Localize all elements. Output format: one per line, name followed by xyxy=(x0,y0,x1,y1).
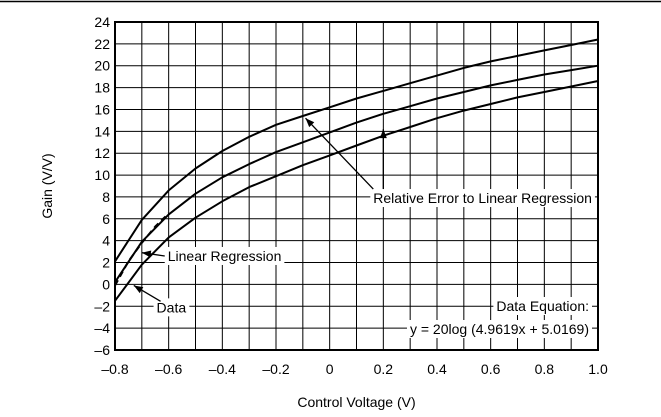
x-tick-label: –0.4 xyxy=(209,361,236,377)
annotation-label-background xyxy=(164,246,285,265)
series-layer xyxy=(114,38,599,302)
x-tick-label: 0.2 xyxy=(374,361,394,377)
y-axis-title: Gain (V/V) xyxy=(39,153,55,218)
y-tick-label: 12 xyxy=(94,145,110,161)
annotation-label: Relative Error to Linear Regression xyxy=(373,190,592,206)
equation-text: y = 20log (4.9619x + 5.0169) xyxy=(410,321,589,337)
annotation-label: Linear Regression xyxy=(168,248,282,264)
x-axis-title: Control Voltage (V) xyxy=(297,394,415,410)
y-tick-label: 2 xyxy=(102,255,110,271)
x-tick-label: –0.8 xyxy=(101,361,128,377)
y-tick-label: 8 xyxy=(102,189,110,205)
equation-background xyxy=(406,320,592,338)
y-tick-label: 14 xyxy=(94,123,110,139)
y-tick-label: 4 xyxy=(102,233,110,249)
y-tick-label: –6 xyxy=(94,342,110,358)
annotation-arrowhead xyxy=(133,285,144,294)
y-tick-label: –2 xyxy=(94,298,110,314)
annotation-arrowhead xyxy=(305,118,315,128)
y-tick-label: 10 xyxy=(94,167,110,183)
x-tick-label: 0.6 xyxy=(481,361,501,377)
y-tick-label: 24 xyxy=(94,14,110,30)
annotation-arrowhead xyxy=(379,129,387,139)
dashed-series-line xyxy=(114,212,170,286)
annotation-leader-line xyxy=(305,117,374,190)
y-tick-label: 0 xyxy=(102,276,110,292)
annotation-label-background xyxy=(370,189,595,208)
gain-curve-line xyxy=(114,80,599,302)
tick-labels: –0.8 –0.6 –0.4 –0.2 0 0.2 0.4 0.6 0.8 1.0 –6 –4 –2 0 2… xyxy=(94,14,608,377)
gain-curve-line xyxy=(114,64,599,283)
x-tick-label: 0 xyxy=(326,361,334,377)
annotations: Relative Error to Linear Regression Linea… xyxy=(133,117,595,317)
y-tick-label: –4 xyxy=(94,320,110,336)
annotation-label: Data xyxy=(157,299,187,315)
x-tick-label: –0.2 xyxy=(262,361,289,377)
x-tick-label: 0.8 xyxy=(535,361,555,377)
y-tick-label: 22 xyxy=(94,36,110,52)
equation-background xyxy=(493,297,592,315)
gain-curve-line xyxy=(114,38,599,262)
y-tick-label: 16 xyxy=(94,101,110,117)
y-tick-label: 6 xyxy=(102,211,110,227)
plot-frame xyxy=(114,21,599,351)
annotation-label-background xyxy=(153,298,190,317)
x-tick-label: 0.4 xyxy=(427,361,447,377)
equation-label: Data Equation: xyxy=(496,298,589,314)
x-tick-label: –0.6 xyxy=(155,361,182,377)
y-tick-label: 18 xyxy=(94,80,110,96)
annotation-arrowhead xyxy=(141,250,152,258)
x-tick-label: 1.0 xyxy=(588,361,608,377)
y-tick-label: 20 xyxy=(94,58,110,74)
